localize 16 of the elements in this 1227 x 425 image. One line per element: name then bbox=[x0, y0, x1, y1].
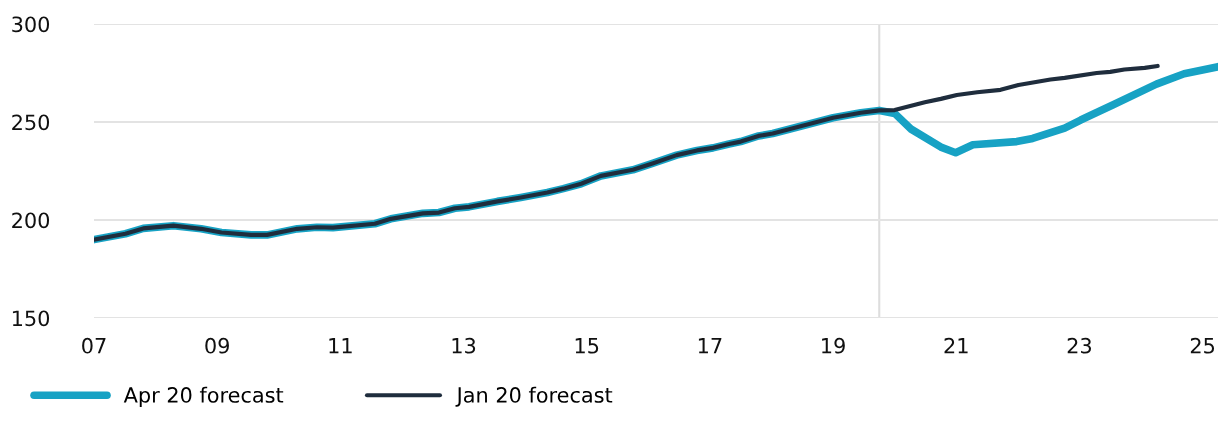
legend-label: Jan 20 forecast bbox=[455, 386, 613, 407]
x-tick-label: 13 bbox=[452, 337, 476, 354]
x-tick-label: 17 bbox=[698, 338, 722, 354]
x-tick-label: 23 bbox=[1067, 337, 1092, 354]
y-tick-label: 300 bbox=[12, 16, 50, 33]
y-tick-label: 250 bbox=[12, 114, 50, 131]
x-tick-label: 09 bbox=[205, 337, 229, 354]
x-tick-label: 15 bbox=[575, 338, 599, 354]
legend-label: Apr 20 forecast bbox=[123, 386, 284, 407]
x-tick-label: 25 bbox=[1190, 337, 1215, 354]
x-tick-label: 11 bbox=[329, 338, 352, 354]
x-tick-label: 19 bbox=[822, 337, 845, 354]
y-tick-label: 150 bbox=[12, 310, 50, 327]
y-tick-label: 200 bbox=[12, 212, 50, 229]
x-tick-label: 07 bbox=[82, 337, 106, 354]
x-tick-label: 21 bbox=[944, 337, 968, 354]
